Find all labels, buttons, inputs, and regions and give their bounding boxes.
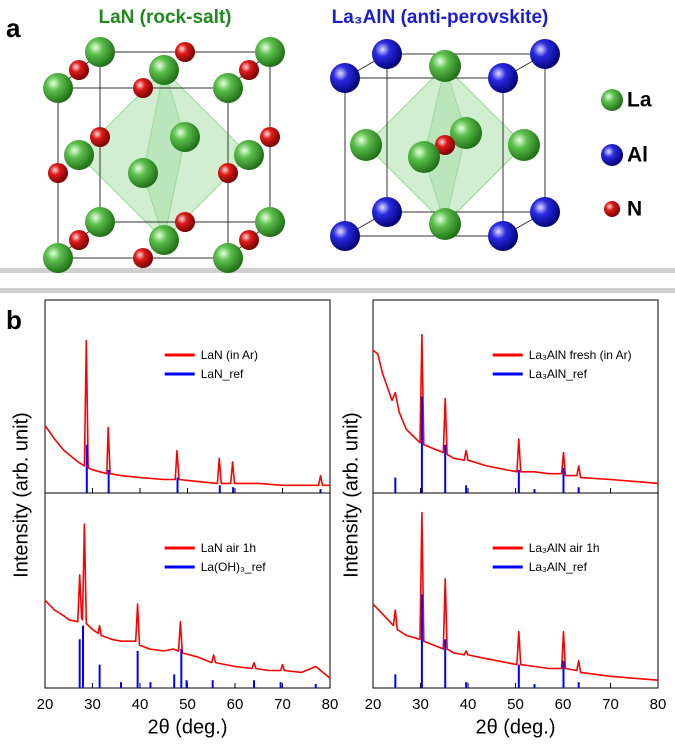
atom [435,135,455,155]
x-tick-label: 30 [84,696,101,713]
atom [530,39,560,69]
x-tick-label: 80 [650,696,667,713]
plot-frame [372,492,659,689]
legend-text: La(OH)₃_ref [201,560,267,574]
atom [234,140,264,170]
atom [149,55,179,85]
atom [85,207,115,237]
y-axis-title: Intensity (arb. unit) [340,412,362,578]
atom [90,127,110,147]
atom [218,163,238,183]
atom [43,73,73,103]
y-axis-title: Intensity (arb. unit) [10,412,32,578]
atom [133,78,153,98]
atom [330,63,360,93]
pattern-line [372,333,659,485]
atom [213,73,243,103]
panel-label: a [6,13,21,43]
legend-text: LaN air 1h [201,541,256,555]
x-tick-label: 70 [274,696,291,713]
x-tick-label: 60 [555,696,572,713]
atom [255,37,285,67]
legend-text: La₃AlN fresh (in Ar) [529,348,632,362]
atom [69,60,89,80]
atom [149,225,179,255]
x-tick-label: 70 [602,696,619,713]
x-tick-label: 30 [412,696,429,713]
legend-text: La₃AlN_ref [529,367,588,381]
atom [530,197,560,227]
atom [48,163,68,183]
atom [255,207,285,237]
x-tick-label: 80 [322,696,339,713]
atom [429,208,461,240]
x-tick-label: 40 [132,696,149,713]
atom [260,127,280,147]
pattern-line [44,339,330,487]
atom [43,243,73,273]
atom [408,141,440,173]
atom [372,39,402,69]
legend-text: La [627,89,652,112]
atom [239,60,259,80]
legend-text: LaN (in Ar) [201,348,258,362]
atom [450,117,482,149]
atom [372,197,402,227]
atom [330,221,360,251]
separator [0,288,675,293]
atom [69,230,89,250]
plot-frame [44,492,331,689]
atom [213,243,243,273]
pattern-line [44,523,331,679]
x-tick-label: 50 [179,696,196,713]
x-tick-label: 20 [365,696,382,713]
panel-label: b [6,305,22,335]
x-axis-title: 2θ (deg.) [147,716,227,738]
legend-text: N [627,198,642,221]
atom [508,129,540,161]
legend-text: La₃AlN_ref [529,560,588,574]
legend-text: LaN_ref [201,367,244,381]
legend-text: Al [627,144,648,167]
x-axis-title: 2θ (deg.) [475,716,555,738]
atom [175,42,195,62]
atom [133,248,153,268]
legend-sphere [601,144,623,166]
x-tick-label: 20 [37,696,54,713]
x-tick-label: 50 [507,696,524,713]
atom [429,50,461,82]
atom [170,122,200,152]
separator [0,268,675,273]
atom [488,63,518,93]
structure-title: La₃AlN (anti-perovskite) [332,7,549,28]
atom [175,212,195,232]
atom [488,221,518,251]
structure-title: LaN (rock-salt) [98,7,231,28]
x-tick-label: 40 [460,696,477,713]
legend-sphere [601,89,623,111]
atom [350,129,382,161]
atom [64,140,94,170]
atom [239,230,259,250]
legend-text: La₃AlN air 1h [529,541,600,555]
plot-frame [372,299,659,494]
atom [128,158,158,188]
x-tick-label: 60 [227,696,244,713]
atom [85,37,115,67]
pattern-line [372,511,659,681]
legend-sphere [604,201,620,217]
